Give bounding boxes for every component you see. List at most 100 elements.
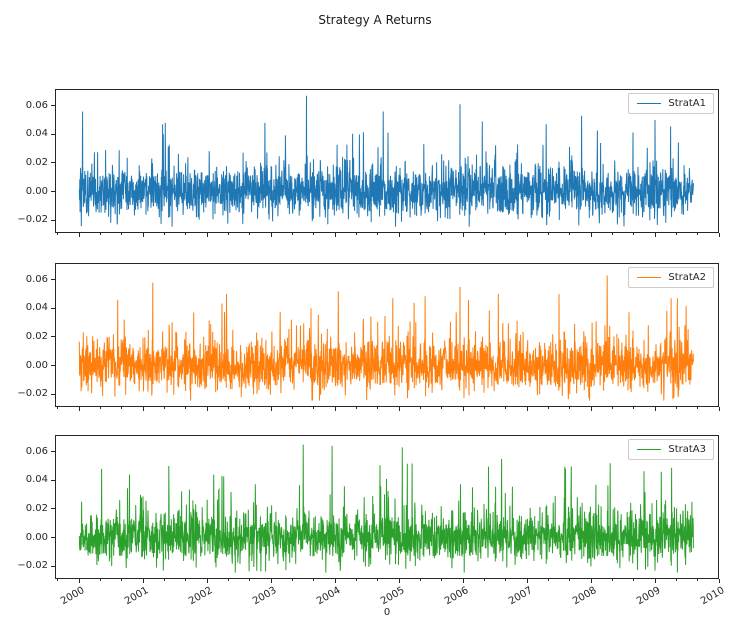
x-minor-tick <box>441 407 443 409</box>
y-tick <box>51 307 55 309</box>
y-tick <box>51 105 55 107</box>
x-minor-tick <box>377 233 379 235</box>
x-minor-tick <box>185 233 187 235</box>
x-minor-tick <box>185 579 187 581</box>
x-minor-tick <box>356 579 357 581</box>
x-major-tick <box>526 579 528 583</box>
y-tick-label: 0.02 <box>25 156 48 168</box>
x-minor-tick <box>611 233 613 235</box>
x-minor-tick <box>313 407 315 409</box>
x-major-tick <box>270 579 272 583</box>
x-minor-tick <box>633 407 635 409</box>
axes-spines <box>55 263 719 407</box>
x-major-tick <box>78 579 80 583</box>
y-tick-label: −0.02 <box>17 214 48 226</box>
subplot-strata2: StratA2 <box>55 263 719 407</box>
x-major-tick <box>398 233 400 237</box>
legend-line-sample-strata2 <box>637 277 662 278</box>
x-minor-tick <box>611 579 613 581</box>
x-minor-tick <box>228 233 230 235</box>
y-tick <box>51 451 55 453</box>
y-tick-label: 0.06 <box>25 273 48 285</box>
x-minor-tick <box>419 407 421 409</box>
x-major-tick <box>142 407 144 411</box>
x-major-tick <box>654 579 656 583</box>
x-major-tick <box>590 407 592 411</box>
x-minor-tick <box>441 579 443 581</box>
x-minor-tick <box>121 407 123 409</box>
strata2-line-plot <box>55 263 719 407</box>
y-tick-label: 0.00 <box>25 531 48 543</box>
x-major-tick <box>718 407 720 411</box>
x-minor-tick <box>675 579 677 581</box>
x-major-tick <box>462 233 464 237</box>
x-axis-label: 0 <box>383 607 391 618</box>
x-minor-tick <box>675 407 677 409</box>
x-major-tick <box>270 233 272 237</box>
legend-strata3: StratA3 <box>628 439 714 460</box>
x-major-tick <box>462 579 464 583</box>
x-minor-tick <box>505 407 507 409</box>
x-minor-tick <box>121 233 123 235</box>
x-minor-tick <box>164 233 166 235</box>
x-minor-tick <box>57 407 59 409</box>
x-major-tick <box>398 579 400 583</box>
x-minor-tick <box>697 407 699 409</box>
x-minor-tick <box>633 233 635 235</box>
x-minor-tick <box>483 407 485 409</box>
y-tick-label: 0.06 <box>25 99 48 111</box>
legend-strata1: StratA1 <box>628 93 714 114</box>
y-tick <box>51 537 55 539</box>
x-major-tick <box>334 579 336 583</box>
y-tick-label: 0.00 <box>25 359 48 371</box>
y-tick <box>51 219 55 221</box>
x-major-tick <box>654 233 656 237</box>
x-minor-tick <box>569 233 571 235</box>
x-major-tick <box>590 579 592 583</box>
x-minor-tick <box>505 579 507 581</box>
x-minor-tick <box>121 579 123 581</box>
x-minor-tick <box>419 233 421 235</box>
x-minor-tick <box>483 233 485 235</box>
x-minor-tick <box>292 579 294 581</box>
y-tick <box>51 508 55 510</box>
x-major-tick <box>718 579 720 583</box>
x-major-tick <box>398 407 400 411</box>
x-minor-tick <box>356 407 357 409</box>
y-tick <box>51 162 55 164</box>
y-tick <box>51 279 55 281</box>
y-tick <box>51 133 55 135</box>
strata3-line-plot <box>55 435 719 579</box>
legend-label-strata3: StratA3 <box>668 444 706 455</box>
x-minor-tick <box>483 579 485 581</box>
x-major-tick <box>526 233 528 237</box>
y-tick-label: 0.06 <box>25 445 48 457</box>
x-minor-tick <box>441 233 443 235</box>
x-minor-tick <box>547 579 549 581</box>
x-minor-tick <box>185 407 187 409</box>
y-tick-label: 0.02 <box>25 330 48 342</box>
x-minor-tick <box>547 233 549 235</box>
y-tick-label: 0.04 <box>25 302 48 314</box>
y-tick <box>51 336 55 338</box>
x-major-tick <box>270 407 272 411</box>
x-minor-tick <box>57 233 59 235</box>
y-tick-label: 0.04 <box>25 474 48 486</box>
x-major-tick <box>206 233 208 237</box>
y-tick <box>51 191 55 193</box>
legend-line-sample-strata1 <box>637 103 662 104</box>
strata1-line-plot <box>55 89 719 233</box>
x-minor-tick <box>675 233 677 235</box>
x-minor-tick <box>569 407 571 409</box>
x-minor-tick <box>505 233 507 235</box>
x-major-tick <box>206 579 208 583</box>
x-major-tick <box>654 407 656 411</box>
x-minor-tick <box>164 579 166 581</box>
x-major-tick <box>462 407 464 411</box>
x-minor-tick <box>228 407 230 409</box>
legend-label-strata2: StratA2 <box>668 272 706 283</box>
x-major-tick <box>78 407 80 411</box>
x-major-tick <box>334 233 336 237</box>
x-minor-tick <box>356 233 357 235</box>
x-minor-tick <box>419 579 421 581</box>
